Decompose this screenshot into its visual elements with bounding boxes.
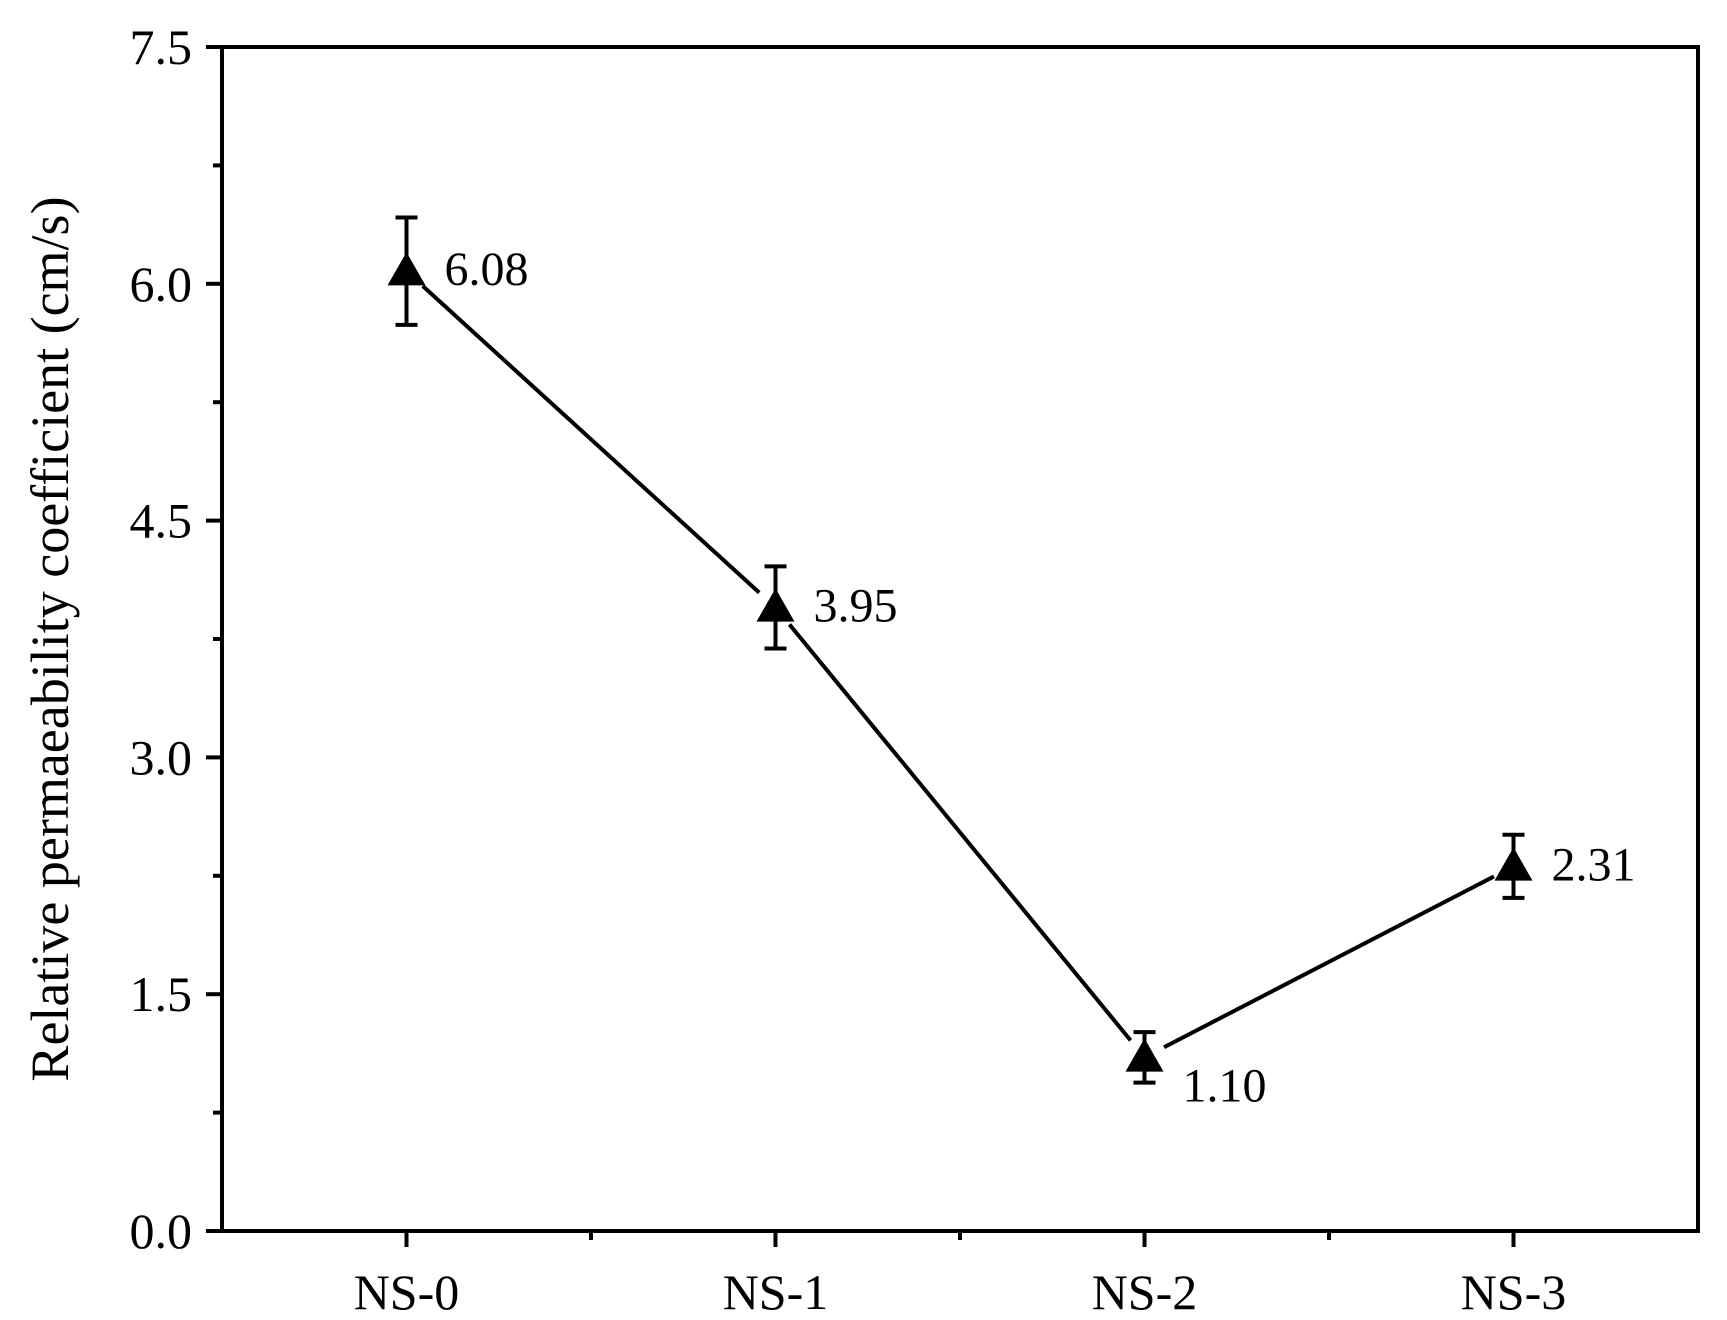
data-value-label: 3.95 [814, 579, 898, 632]
y-tick-label: 6.0 [130, 256, 193, 312]
data-series: 6.08 3.95 1.10 2.31 [387, 215, 1636, 1112]
series-line-segment [787, 623, 1133, 1042]
plot-frame [220, 45, 1700, 1233]
y-tick-label: 4.5 [130, 493, 193, 549]
y-tick-label: 7.5 [130, 19, 193, 75]
data-point-triangle [387, 252, 426, 286]
y-tick-label: 1.5 [130, 966, 193, 1022]
x-category-label: NS-3 [1461, 1264, 1567, 1320]
y-tick-label: 0.0 [130, 1203, 193, 1259]
data-value-label: 2.31 [1552, 838, 1636, 891]
y-axis-ticks: 0.0 1.5 3.0 4.5 6.0 7.5 [130, 19, 222, 1259]
data-point-triangle [756, 588, 795, 622]
data-point-triangle [1125, 1038, 1164, 1072]
x-category-label: NS-2 [1092, 1264, 1198, 1320]
x-category-label: NS-0 [354, 1264, 460, 1320]
series-line-segment [1163, 874, 1495, 1050]
y-tick-label: 3.0 [130, 729, 193, 785]
y-axis-title: Relative permaeability coefficient (cm/s… [20, 196, 80, 1081]
data-value-label: 6.08 [445, 243, 529, 296]
x-category-label: NS-1 [723, 1264, 829, 1320]
data-point-triangle [1494, 847, 1533, 881]
x-axis-ticks: NS-0 NS-1 NS-2 NS-3 [354, 1231, 1567, 1320]
data-value-label: 1.10 [1183, 1059, 1267, 1112]
series-line-segment [421, 284, 761, 595]
